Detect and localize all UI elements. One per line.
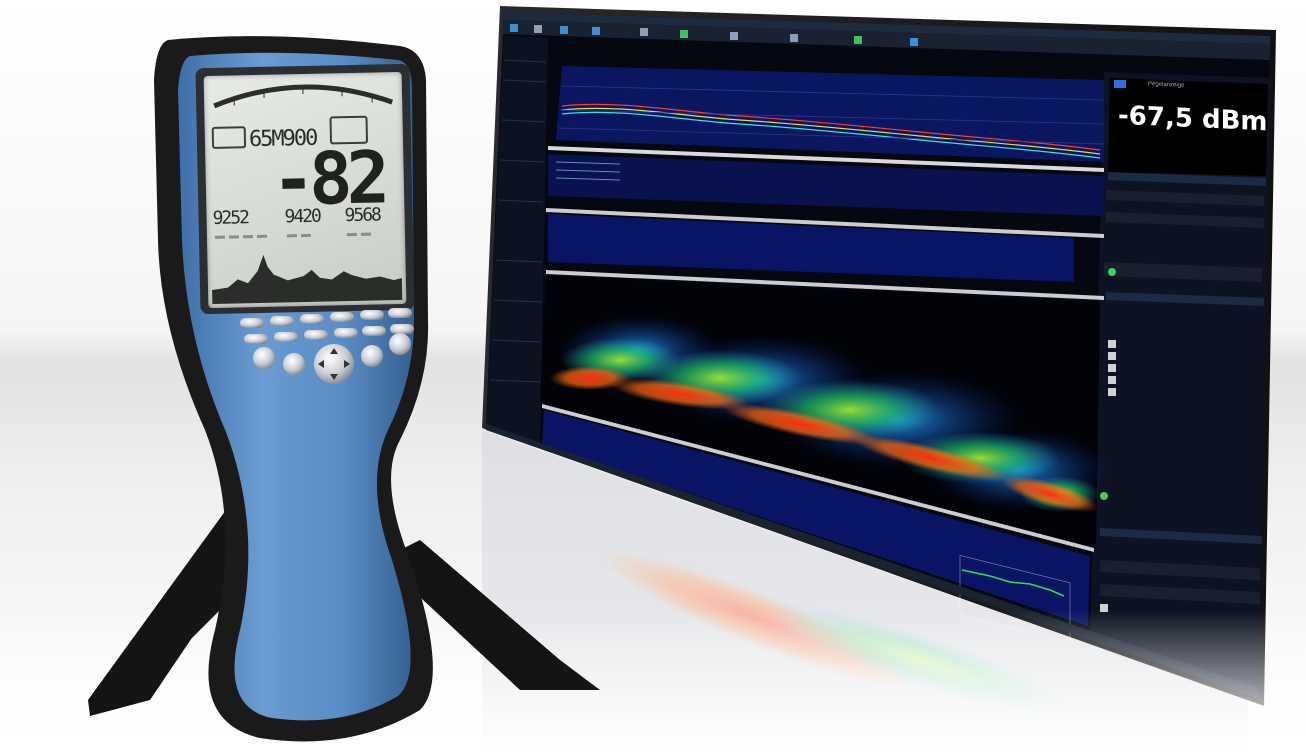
- back-button[interactable]: [389, 333, 411, 355]
- nav-right-icon: [344, 360, 350, 368]
- lcd-arc-meter: [213, 84, 394, 109]
- keypad[interactable]: [240, 308, 414, 384]
- overview-trace: [961, 569, 1065, 597]
- function-key[interactable]: [270, 316, 294, 326]
- lcd-status-box: [211, 126, 247, 149]
- function-key[interactable]: [304, 330, 328, 340]
- lcd-arc-ticks: [233, 88, 373, 106]
- panel-divider: [548, 146, 1104, 172]
- panel-divider-4: [542, 404, 1094, 552]
- overview-strip[interactable]: [542, 410, 1090, 626]
- panel-divider-2: [546, 208, 1104, 238]
- nav-left-icon: [318, 360, 324, 368]
- lcd-screen: 65M900 -82 9252 9420 9568: [203, 71, 407, 309]
- search-button[interactable]: [283, 353, 305, 375]
- function-key[interactable]: [240, 318, 264, 328]
- spectrum-traces: [561, 103, 1101, 159]
- function-key[interactable]: [244, 334, 268, 344]
- level-panel-icon: [1114, 80, 1126, 88]
- panel-divider-3: [546, 270, 1104, 300]
- function-key[interactable]: [300, 314, 324, 324]
- function-key[interactable]: [388, 308, 412, 318]
- power-button[interactable]: [253, 347, 275, 369]
- navigation-pad[interactable]: [314, 344, 354, 384]
- lcd-marker-2: 9420: [284, 205, 321, 228]
- function-key[interactable]: [360, 310, 384, 320]
- marker-info-band: [548, 154, 1104, 216]
- lcd-marker-1: 9252: [212, 207, 249, 229]
- function-key[interactable]: [390, 324, 414, 334]
- lcd-marker-3: 9568: [344, 204, 381, 227]
- title-bar: [504, 12, 1270, 44]
- nav-up-icon: [330, 348, 338, 354]
- lcd-status-box: [329, 115, 368, 145]
- function-key[interactable]: [330, 312, 354, 322]
- function-key[interactable]: [274, 332, 298, 342]
- function-key[interactable]: [334, 328, 358, 338]
- right-sidebar-sections: [1100, 172, 1266, 612]
- spectrogram-density: [550, 316, 1110, 512]
- time-strip[interactable]: [548, 214, 1074, 282]
- lcd-spectrum: [212, 254, 403, 304]
- toolbar[interactable]: [503, 20, 1270, 60]
- nav-down-icon: [330, 374, 338, 380]
- left-sidebar-rows: [489, 59, 547, 383]
- function-key[interactable]: [362, 326, 386, 336]
- marker-info-text-lines: [555, 161, 621, 181]
- spectrum-plot[interactable]: [556, 66, 1104, 162]
- menu-button[interactable]: [361, 345, 383, 367]
- level-panel: [1108, 78, 1268, 176]
- left-sidebar[interactable]: [486, 36, 548, 446]
- spectrum-grid: [557, 85, 1105, 145]
- lcd-indicator-row: [214, 232, 371, 239]
- toolbar-icons[interactable]: [510, 24, 918, 46]
- lcd-graphics: [211, 84, 403, 304]
